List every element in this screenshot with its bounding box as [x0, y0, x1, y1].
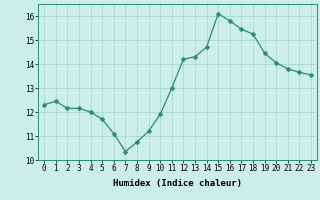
X-axis label: Humidex (Indice chaleur): Humidex (Indice chaleur)	[113, 179, 242, 188]
